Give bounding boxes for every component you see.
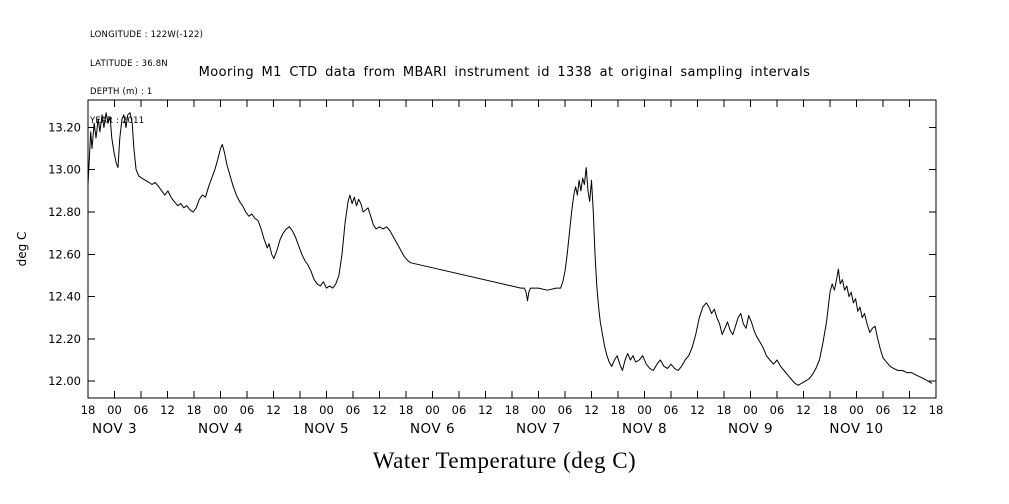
y-tick-label: 12.00 xyxy=(48,374,81,388)
x-tick-label: 06 xyxy=(770,403,785,417)
x-tick-label: 12 xyxy=(266,403,281,417)
x-tick-label: 18 xyxy=(717,403,732,417)
x-tick-label: 00 xyxy=(637,403,652,417)
x-tick-label: 18 xyxy=(823,403,838,417)
metadata-latitude: LATITUDE : 36.8N xyxy=(90,58,168,69)
y-tick-label: 13.00 xyxy=(48,163,81,177)
x-day-label: NOV 3 xyxy=(92,421,137,437)
y-tick-label: 12.20 xyxy=(48,332,81,346)
x-tick-label: 18 xyxy=(187,403,202,417)
x-tick-label: 18 xyxy=(293,403,308,417)
x-tick-label: 06 xyxy=(346,403,361,417)
x-tick-label: 06 xyxy=(134,403,149,417)
y-tick-label: 12.60 xyxy=(48,247,81,261)
x-tick-label: 06 xyxy=(240,403,255,417)
x-tick-label: 18 xyxy=(505,403,520,417)
x-day-label: NOV 5 xyxy=(304,421,349,437)
metadata-longitude: LONGITUDE : 122W(-122) xyxy=(90,30,204,40)
x-day-label: NOV 10 xyxy=(829,421,883,437)
x-tick-label: 12 xyxy=(372,403,387,417)
plot-frame xyxy=(87,99,937,399)
x-tick-label: 00 xyxy=(743,403,758,417)
x-tick-label: 00 xyxy=(213,403,228,417)
x-day-label: NOV 8 xyxy=(622,421,667,437)
x-tick-label: 00 xyxy=(531,403,546,417)
metadata-year: YEAR : 2011 xyxy=(90,115,145,126)
x-day-label: NOV 4 xyxy=(198,421,243,437)
x-tick-label: 06 xyxy=(664,403,679,417)
x-tick-label: 12 xyxy=(478,403,493,417)
plot-title: Mooring M1 CTD data from MBARI instrumen… xyxy=(198,65,811,80)
x-axis-caption: Water Temperature (deg C) xyxy=(372,448,637,473)
x-tick-label: 18 xyxy=(929,403,944,417)
station-metadata: LONGITUDE : 122W(-122) LATITUDE : 36.8N … xyxy=(90,12,203,145)
x-day-label: NOV 7 xyxy=(516,421,561,437)
x-tick-label: 12 xyxy=(902,403,917,417)
x-day-label: NOV 9 xyxy=(728,421,773,437)
x-tick-label: 12 xyxy=(584,403,599,417)
x-day-label: NOV 6 xyxy=(410,421,455,437)
metadata-depth: DEPTH (m) : 1 xyxy=(90,87,153,97)
x-tick-label: 12 xyxy=(690,403,705,417)
x-tick-label: 18 xyxy=(81,403,96,417)
x-tick-label: 00 xyxy=(425,403,440,417)
x-tick-label: 18 xyxy=(611,403,626,417)
x-tick-label: 12 xyxy=(160,403,175,417)
y-tick-label: 13.20 xyxy=(48,120,81,134)
x-tick-label: 06 xyxy=(558,403,573,417)
x-tick-label: 00 xyxy=(849,403,864,417)
y-tick-label: 12.40 xyxy=(48,290,81,304)
x-tick-label: 18 xyxy=(399,403,414,417)
y-axis-label: deg C xyxy=(15,231,29,267)
x-tick-label: 00 xyxy=(319,403,334,417)
x-tick-label: 00 xyxy=(107,403,122,417)
x-tick-label: 12 xyxy=(796,403,811,417)
x-tick-label: 06 xyxy=(876,403,891,417)
y-tick-label: 12.80 xyxy=(48,205,81,219)
x-tick-label: 06 xyxy=(452,403,467,417)
temperature-series-line xyxy=(87,112,933,386)
